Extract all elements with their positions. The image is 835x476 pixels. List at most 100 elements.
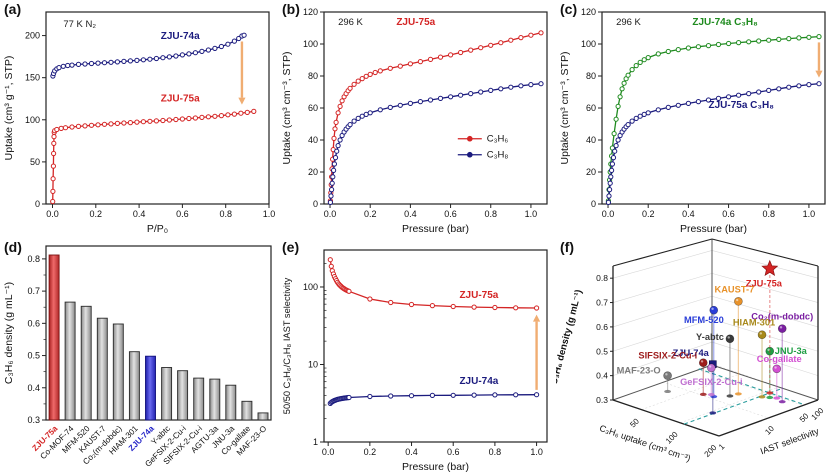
y-tick-label: 1 (717, 442, 727, 452)
point-Co-gallate: Co-gallate (757, 354, 802, 400)
x-tick-label: 0.4 (404, 209, 417, 219)
inset-label: 296 K (616, 17, 641, 28)
y-tick-label: 10 (763, 424, 776, 437)
y-tick-label: 120 (581, 7, 596, 17)
panel-e: 0.0 0.2 0.4 0.6 0.8 1.0 1 10 100 Pressure (bar) 50… (278, 238, 556, 476)
y-tick-label: 0.7 (27, 286, 40, 296)
bar-ZJU-75a (48, 254, 60, 421)
z-tick-label: 0.6 (596, 322, 608, 332)
x-tick-label: 0.0 (46, 209, 59, 219)
y-axis-title: Uptake (cm³ cm⁻³, STP) (281, 52, 293, 165)
x-tick-label: 0.4 (405, 447, 418, 457)
bar-JNU-3a (225, 384, 237, 421)
y-tick-label: 120 (303, 7, 318, 17)
axes: 0.0 0.2 0.4 0.6 0.8 1.0 0 50 100 150 200 P/P₀ Uptake… (3, 11, 276, 235)
y-tick-label: 1 (313, 437, 318, 447)
bars (48, 254, 269, 421)
y-tick-label: 40 (308, 135, 318, 145)
series-C₃H₈ (327, 81, 544, 205)
axes: 0.0 0.2 0.4 0.6 0.8 1.0 1 10 100 Pressure (bar) 50… (282, 249, 548, 473)
inset-label: ZJU-75a C₃H₈ (708, 100, 774, 111)
panel-f: 0.3 0.4 0.5 0.6 0.7 0.8 50 100 200 1 10 50 100 C₃H₆ d… (556, 238, 835, 476)
bar-Y-abtc (161, 367, 173, 421)
x-tick-label: 0.4 (682, 209, 695, 219)
point-label: MFM-520 (684, 315, 724, 325)
annotation-arrowhead (815, 70, 823, 78)
inset-label: ZJU-75a (459, 290, 498, 301)
y-tick-label: 0.3 (27, 415, 40, 425)
legend: C₃H₆ C₃H₈ (457, 134, 508, 161)
y-tick-label: 20 (586, 167, 596, 177)
x-tick-label: 0.2 (90, 209, 103, 219)
panel-f-letter: (f) (560, 239, 574, 255)
chart-e-iast-selectivity: 0.0 0.2 0.4 0.6 0.8 1.0 1 10 100 Pressure (bar) 50… (282, 249, 548, 473)
x-tick-label: 0.0 (322, 447, 335, 457)
point-label: ZJU-74a (673, 348, 710, 358)
point-SIFSIX-2-Cu-i: SIFSIX-2-Cu-i (638, 351, 708, 397)
x-tick-label: 0.4 (133, 209, 146, 219)
y-tick-label: 40 (586, 135, 596, 145)
point-label: JNU-3a (775, 346, 808, 356)
x-tick-label: 50 (628, 416, 641, 429)
x-tick-label: 0.6 (447, 447, 460, 457)
bar-SIFSIX-2-Cu-i (193, 377, 205, 421)
bar-ZJU-74a (145, 355, 156, 421)
x-tick-label: 1.0 (263, 209, 276, 219)
z-tick-label: 0.4 (596, 371, 608, 381)
inset-label: ZJU-74a (161, 31, 200, 42)
panel-d-letter: (d) (4, 239, 22, 255)
panel-a-letter: (a) (4, 1, 22, 17)
y-tick-label: 100 (303, 39, 318, 49)
panel-b: 0.0 0.2 0.4 0.6 0.8 1.0 0 20 40 60 80 100 120 Pressur… (278, 0, 556, 238)
y-tick-label: 200 (25, 31, 40, 41)
y-tick-label: 100 (581, 39, 596, 49)
annotation-arrowhead (532, 314, 541, 322)
series-ZJU-75a (50, 108, 257, 205)
x-tick-label: 0.6 (176, 209, 189, 219)
inset-label: ZJU-74a (459, 376, 498, 387)
bar-MFM-520 (80, 305, 92, 421)
point-label: Y-abtc (696, 332, 724, 342)
point-GeFSIX-2-Cu-i: GeFSIX-2-Cu-i (680, 363, 743, 397)
chart-b-zju75a-isotherms: 0.0 0.2 0.4 0.6 0.8 1.0 0 20 40 60 80 100 120 Pressur… (281, 7, 548, 235)
y-axis-title: Uptake (cm³ cm⁻³, STP) (559, 52, 571, 165)
panel-c-letter: (c) (560, 1, 578, 17)
panel-b-letter: (b) (282, 1, 300, 17)
y-tick-label: 10 (308, 359, 318, 369)
x-tick-label: 100 (664, 430, 680, 446)
panel-a: 0.0 0.2 0.4 0.6 0.8 1.0 0 50 100 150 200 P/P₀ Uptake… (0, 0, 278, 238)
point-Co₂(m-dobdc): Co₂(m-dobdc) (751, 312, 813, 404)
x-tick-label: 0.0 (324, 209, 337, 219)
point-label: MAF-23-O (617, 366, 661, 376)
bar-Co-MOF-74 (64, 301, 76, 421)
y-axis-title: 50/50 C₃H₆/C₃H₈ IAST selectivity (282, 277, 292, 414)
y-tick-label: 100 (303, 282, 318, 292)
chart-a-n2-isotherms: 0.0 0.2 0.4 0.6 0.8 1.0 0 50 100 150 200 P/P₀ Uptake… (3, 11, 276, 235)
x-tick-label: 0.8 (489, 447, 502, 457)
point-Y-abtc: Y-abtc (696, 332, 735, 398)
point-JNU-3a: JNU-3a (765, 346, 808, 400)
bar-GeFSIX-2-Cu-i (177, 370, 189, 421)
panel-c: 0.0 0.2 0.4 0.6 0.8 1.0 0 20 40 60 80 100 120 Pressur… (556, 0, 835, 238)
highlight-crosshair (683, 368, 805, 425)
inset-label: 77 K N₂ (63, 19, 96, 30)
x-tick-label: 1.0 (525, 209, 538, 219)
x-tick-label: 1.0 (530, 447, 543, 457)
x-tick-label: 0.6 (444, 209, 457, 219)
annotation-arrowhead (238, 97, 246, 105)
point-label: KAUST-7 (714, 284, 754, 294)
x-axis-title: C₃H₆ uptake (cm³ cm⁻³) (598, 423, 692, 464)
y-tick-label: 0.8 (27, 254, 40, 264)
y-tick-label: 20 (308, 167, 318, 177)
series-ZJU-75a C₃H₈ (605, 81, 822, 205)
y-tick-label: 0 (35, 199, 40, 209)
y-tick-label: 60 (308, 103, 318, 113)
x-axis-title: Pressure (bar) (402, 223, 469, 235)
axes: 0.0 0.2 0.4 0.6 0.8 1.0 0 20 40 60 80 100 120 Pressur… (559, 7, 826, 235)
inset-label: ZJU-75a (396, 17, 435, 28)
x-tick-label: 0.6 (722, 209, 735, 219)
point-label: SIFSIX-2-Cu-i (638, 351, 697, 361)
y-tick-label: 100 (25, 115, 40, 125)
y-tick-label: 50 (30, 157, 40, 167)
bar-MAF-23-O (257, 412, 269, 421)
